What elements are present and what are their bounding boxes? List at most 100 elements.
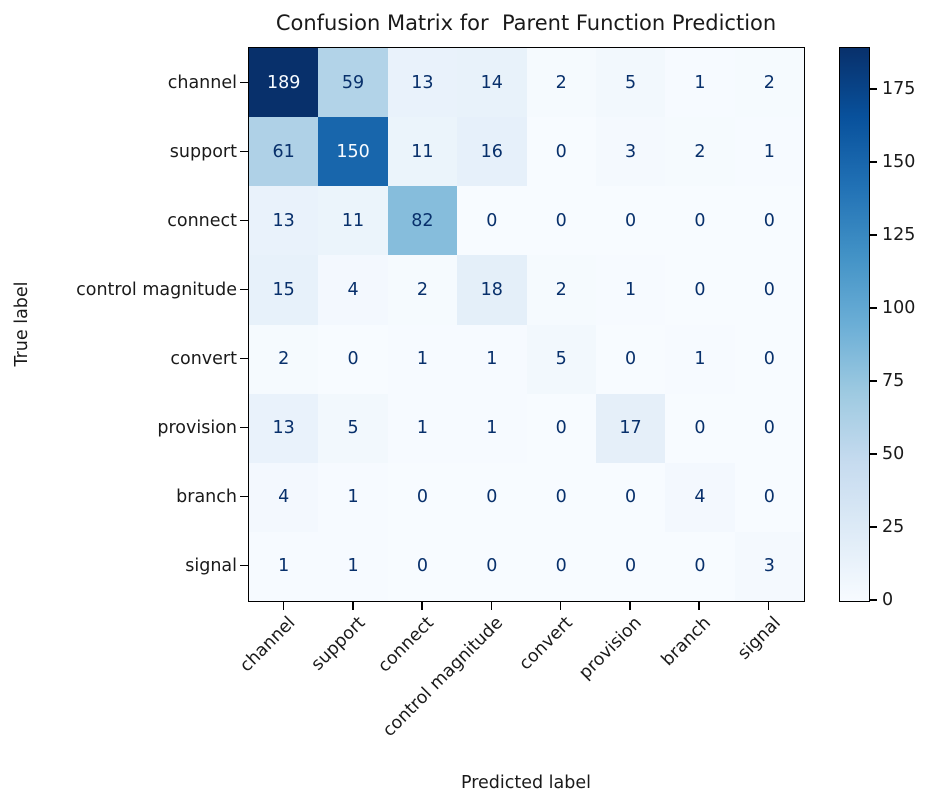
heatmap-cell-control-magnitude-control-magnitude: 18 [457,255,527,325]
heatmap-cell-provision-branch: 0 [665,393,735,463]
colorbar-tick-label: 75 [882,370,905,391]
y-tick-mark [240,150,248,153]
heatmap-cell-control-magnitude-branch: 0 [665,255,735,325]
heatmap-axes: 189 59 13 14 2 5 1 2 61 150 11 16 0 3 2 1 13 11 82 0 0 0 0 0 15 4… [248,47,805,602]
heatmap-cell-support-signal: 1 [734,117,804,187]
heatmap-cell-connect-support: 11 [318,186,388,256]
colorbar-tick-label: 100 [882,297,916,318]
colorbar-tick-label: 150 [882,151,916,172]
colorbar-tick-mark [870,88,877,90]
colorbar-tick-mark [870,380,877,382]
heatmap-cell-convert-branch: 1 [665,324,735,394]
heatmap-cell-signal-control-magnitude: 0 [457,531,527,601]
heatmap-cell-control-magnitude-connect: 2 [387,255,458,325]
y-axis-label: True label [12,281,32,367]
colorbar-tick-label: 125 [882,224,916,245]
heatmap-cell-channel-signal: 2 [734,48,804,118]
heatmap-cell-signal-branch: 0 [665,531,735,601]
heatmap-cell-support-provision: 3 [595,117,666,187]
colorbar-tick-label: 25 [882,516,905,537]
colorbar-tick-mark [870,453,877,455]
heatmap-cell-support-control-magnitude: 16 [457,117,527,187]
heatmap-cell-signal-connect: 0 [387,531,458,601]
x-tick-label: provision [575,613,647,684]
colorbar-tick-mark [870,307,877,309]
y-tick-label: support [169,141,237,162]
y-tick-mark [240,288,248,291]
heatmap-cell-provision-connect: 1 [387,393,458,463]
heatmap-cell-connect-signal: 0 [734,186,804,256]
y-tick-mark [240,564,248,567]
y-tick-label: convert [170,348,237,369]
heatmap-cell-convert-provision: 0 [595,324,666,394]
heatmap-cell-connect-connect: 82 [387,186,458,256]
heatmap-cell-control-magnitude-convert: 2 [526,255,596,325]
heatmap-cell-convert-signal: 0 [734,324,804,394]
chart-title: Confusion Matrix for Parent Function Pre… [275,11,777,35]
heatmap-cell-control-magnitude-provision: 1 [595,255,666,325]
y-tick-label: branch [176,486,237,507]
x-tick-mark [490,602,493,610]
heatmap-cell-support-channel: 61 [249,117,319,187]
x-tick-label: channel [236,613,300,677]
heatmap-cell-signal-channel: 1 [249,531,319,601]
heatmap-cell-signal-signal: 3 [734,531,804,601]
x-axis-label: Predicted label [460,773,592,793]
colorbar-tick-label: 0 [882,590,894,610]
heatmap-cell-provision-signal: 0 [734,393,804,463]
heatmap-cell-channel-convert: 2 [526,48,596,118]
heatmap-cell-provision-convert: 0 [526,393,596,463]
y-tick-mark [240,426,248,429]
heatmap-cell-provision-control-magnitude: 1 [457,393,527,463]
heatmap-cell-connect-convert: 0 [526,186,596,256]
colorbar-tick-mark [870,234,877,236]
colorbar-tick-mark [870,526,877,528]
heatmap-cell-control-magnitude-support: 4 [318,255,388,325]
y-tick-label: channel [167,72,237,93]
colorbar-tick-mark [870,161,877,163]
x-tick-label: signal [733,613,785,664]
y-tick-mark [240,81,248,84]
heatmap-cell-branch-convert: 0 [526,462,596,532]
heatmap-cell-channel-channel: 189 [249,48,319,118]
heatmap-cell-connect-provision: 0 [595,186,666,256]
x-tick-mark [767,602,770,610]
heatmap-cell-support-branch: 2 [665,117,735,187]
x-tick-mark [559,602,562,610]
x-tick-mark [282,602,285,610]
x-tick-label: branch [658,613,716,671]
x-tick-label: support [307,613,370,675]
y-tick-label: connect [167,210,237,231]
colorbar-tick-mark [870,599,877,601]
x-tick-mark [698,602,700,610]
heatmap-cell-branch-support: 1 [318,462,388,532]
heatmap-cell-connect-channel: 13 [249,186,319,256]
heatmap-cell-channel-connect: 13 [387,48,458,118]
heatmap-cell-convert-convert: 5 [526,324,596,394]
x-tick-mark [352,602,354,610]
heatmap-cell-control-magnitude-signal: 0 [734,255,804,325]
x-tick-mark [629,602,631,610]
heatmap-cell-connect-branch: 0 [665,186,735,256]
heatmap-cell-channel-branch: 1 [665,48,735,118]
x-tick-label: control magnitude [379,613,508,741]
heatmap-cell-control-magnitude-channel: 15 [249,255,319,325]
y-tick-label: control magnitude [76,279,237,300]
heatmap-cell-branch-control-magnitude: 0 [457,462,527,532]
heatmap-cell-convert-support: 0 [318,324,388,394]
heatmap-cell-channel-provision: 5 [595,48,666,118]
heatmap-cell-provision-channel: 13 [249,393,319,463]
heatmap-cell-convert-channel: 2 [249,324,319,394]
heatmap-cell-connect-control-magnitude: 0 [457,186,527,256]
heatmap-cell-support-convert: 0 [526,117,596,187]
heatmap-cell-support-support: 150 [318,117,388,187]
y-tick-label: signal [185,555,237,576]
x-tick-mark [421,602,423,610]
colorbar [839,47,870,602]
heatmap-cell-branch-connect: 0 [387,462,458,532]
heatmap-cell-convert-control-magnitude: 1 [457,324,527,394]
colorbar-tick-label: 50 [882,443,905,464]
y-tick-mark [240,495,248,498]
heatmap-cell-branch-provision: 0 [595,462,666,532]
